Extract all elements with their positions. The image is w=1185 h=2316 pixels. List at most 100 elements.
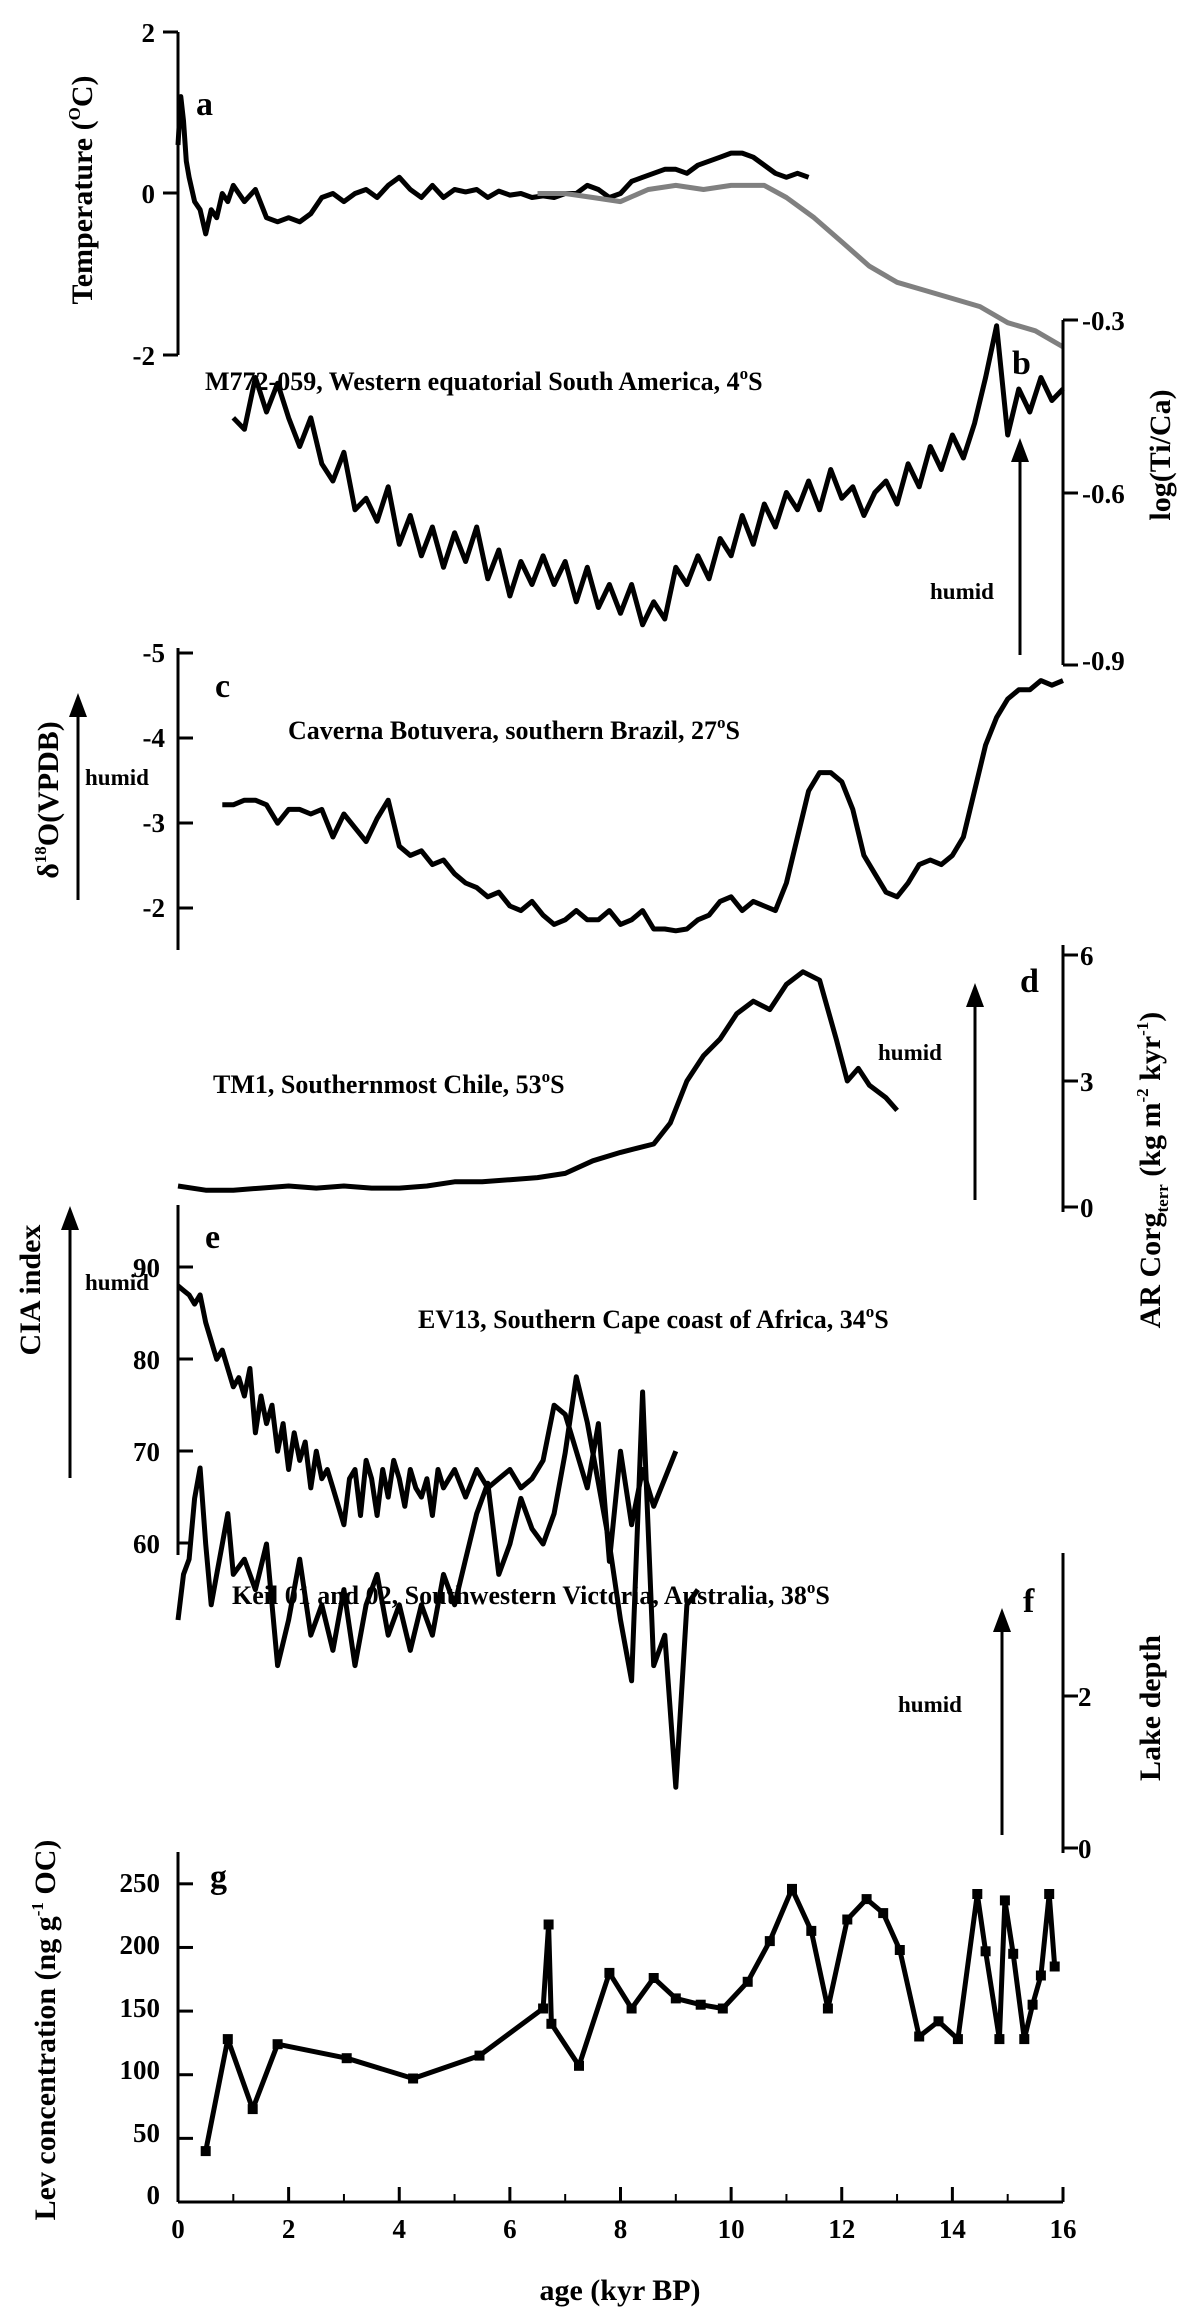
panel-f-letter: f	[1023, 1583, 1035, 1620]
x-axis-tick-label: 6	[503, 2214, 517, 2244]
panel-d: 6 3 0 d TM1, Southernmost Chile, 53oS AR…	[177, 941, 1172, 1329]
panel-e: 90 80 70 60 e EV13, Southern Cape coast …	[14, 1205, 889, 1564]
panel-e-ylabel: CIA index	[14, 1225, 47, 1356]
panel-b-plot	[231, 323, 1065, 628]
panel-e-letter: e	[205, 1219, 220, 1256]
panel-g-plot	[178, 1882, 1060, 2204]
panel-g-ytick-label: 100	[120, 2055, 161, 2085]
panel-g-series-line	[203, 1886, 1058, 2152]
panel-d-ytick-label: 0	[1080, 1193, 1094, 1223]
panel-d-plot	[177, 969, 899, 1193]
panel-b-humid-label: humid	[930, 579, 994, 604]
x-axis-tick-label: 4	[393, 2214, 407, 2244]
panel-c-letter: c	[215, 668, 230, 705]
panel-a: 2 0 -2 a Temperature (OC)	[65, 18, 1065, 371]
panel-g-data-point	[200, 2146, 211, 2157]
panel-d-ylabel: AR Corgterr (kg m-2 kyr-1)	[1133, 1012, 1172, 1329]
panel-f-series-line	[175, 1374, 700, 1790]
panel-g-ytick-label: 250	[120, 1868, 161, 1898]
panel-g-data-point	[952, 2034, 963, 2045]
panel-b-humid-arrowhead	[1011, 438, 1029, 462]
panel-d-title: TM1, Southernmost Chile, 53oS	[213, 1067, 565, 1099]
panel-g-data-point	[574, 2060, 584, 2071]
panel-g-data-point	[341, 2053, 352, 2064]
panel-b-ytick-label: -0.9	[1082, 646, 1125, 676]
panel-f-title: Keil 01 and 02, Southwestern Victoria, A…	[232, 1578, 830, 1610]
panel-c-humid-arrowhead	[69, 693, 87, 717]
panel-f-ylabel: Lake depth	[1134, 1635, 1167, 1781]
panel-g-data-point	[1027, 1999, 1038, 2010]
panel-g-data-point	[222, 2034, 233, 2045]
x-axis-tick-label: 12	[828, 2214, 855, 2244]
panel-g-letter: g	[210, 1859, 227, 1896]
panel-g-data-point	[933, 2016, 944, 2027]
panel-g-data-point	[670, 1993, 681, 2004]
panel-g-data-point	[914, 2031, 925, 2042]
panel-g-data-point	[1035, 1970, 1046, 1981]
panel-c-ytick-label: -5	[143, 638, 166, 668]
panel-c-title: Caverna Botuvera, southern Brazil, 27oS	[288, 713, 740, 745]
panel-c-ylabel: δ18O(VPDB)	[31, 721, 65, 879]
panel-e-ytick-label: 90	[133, 1253, 160, 1283]
panel-g-data-point	[861, 1894, 872, 1905]
panel-a-letter: a	[196, 86, 213, 123]
panel-g: 250 200 150 100 50 0 g Lev concentration…	[28, 1840, 1077, 2307]
panel-g-data-point	[999, 1895, 1010, 1906]
panel-g-data-point	[972, 1889, 983, 1899]
panel-a-ytick-label: 0	[142, 179, 156, 209]
panel-c-ytick-label: -4	[143, 723, 166, 753]
panel-g-ytick-label: 50	[133, 2118, 160, 2148]
x-axis-ticks: 0 2 4 6 8 10 12 14 16	[171, 2187, 1077, 2244]
panel-b-ytick-label: -0.6	[1082, 479, 1125, 509]
x-axis-tick-label: 8	[614, 2214, 628, 2244]
panel-g-data-point	[1044, 1889, 1055, 1899]
panel-g-data-point	[806, 1925, 817, 1936]
panel-g-data-point	[764, 1936, 775, 1947]
panel-e-ytick-label: 60	[133, 1529, 160, 1559]
panel-g-data-point	[822, 2003, 833, 2014]
panel-f-ytick-label: 0	[1078, 1834, 1092, 1864]
panel-a-plot	[175, 94, 1065, 350]
panel-d-series-line	[177, 969, 899, 1193]
panel-a-ylabel: Temperature (OC)	[65, 75, 99, 304]
panel-g-data-point	[717, 2003, 728, 2014]
panel-g-data-point	[994, 2034, 1005, 2045]
panel-e-humid-label: humid	[85, 1270, 149, 1295]
panel-b-ylabel: log(Ti/Ca)	[1144, 389, 1177, 520]
panel-g-data-point	[878, 1908, 889, 1919]
panel-g-data-point	[842, 1914, 853, 1925]
panel-g-data-point	[894, 1945, 905, 1955]
panel-g-data-point	[546, 2018, 557, 2029]
panel-f: 2 0 f Keil 01 and 02, Southwestern Victo…	[175, 1374, 1167, 1864]
panel-a-ytick-label: 2	[142, 18, 156, 48]
panel-e-humid-arrowhead	[61, 1206, 79, 1230]
panel-d-humid-label: humid	[878, 1040, 942, 1065]
panel-b-series-line	[231, 323, 1065, 628]
panel-g-data-point	[787, 1883, 797, 1894]
panel-f-ytick-label: 2	[1078, 1682, 1092, 1712]
panel-g-data-point	[648, 1973, 659, 1983]
panel-a-ytick-label: -2	[133, 341, 156, 371]
x-axis-tick-label: 14	[939, 2214, 966, 2244]
x-axis-tick-label: 2	[282, 2214, 296, 2244]
panel-c-humid-label: humid	[85, 765, 149, 790]
panel-e-ytick-label: 70	[133, 1437, 160, 1467]
x-axis-tick-label: 10	[718, 2214, 745, 2244]
panel-f-humid-arrowhead	[993, 1608, 1011, 1632]
panel-c-ytick-label: -2	[143, 893, 166, 923]
panel-g-data-point	[538, 2003, 549, 2014]
panel-g-data-point	[1049, 1961, 1060, 1972]
panel-g-data-point	[247, 2104, 258, 2115]
panel-b-title: M772-059, Western equatorial South Ameri…	[205, 364, 763, 396]
panel-g-data-point	[626, 2003, 637, 2014]
panel-d-humid-arrowhead	[966, 983, 984, 1007]
panel-g-data-point	[980, 1946, 991, 1957]
panel-a-series-line	[175, 94, 810, 237]
panel-g-data-point	[474, 2050, 485, 2061]
panel-b: -0.3 -0.6 -0.9 b M772-059, Western equat…	[205, 306, 1177, 676]
panel-e-series-line	[176, 1283, 679, 1564]
panel-g-data-point	[695, 1999, 706, 2010]
x-axis-label: age (kyr BP)	[539, 2274, 700, 2307]
panel-g-data-point	[1019, 2034, 1030, 2045]
panel-c-plot	[222, 678, 1064, 934]
